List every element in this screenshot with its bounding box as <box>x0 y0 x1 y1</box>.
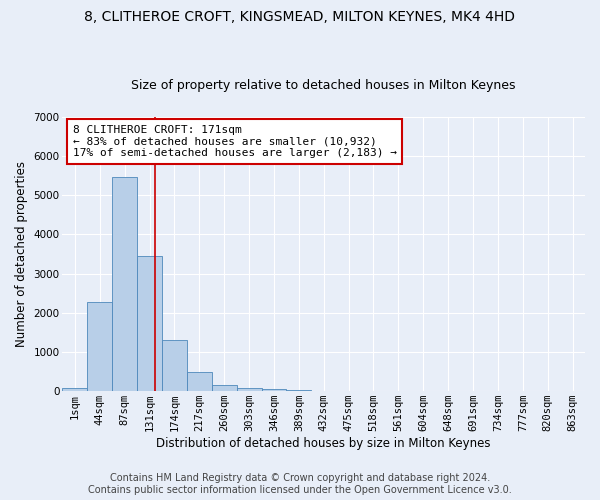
Text: Contains HM Land Registry data © Crown copyright and database right 2024.
Contai: Contains HM Land Registry data © Crown c… <box>88 474 512 495</box>
Text: 8, CLITHEROE CROFT, KINGSMEAD, MILTON KEYNES, MK4 4HD: 8, CLITHEROE CROFT, KINGSMEAD, MILTON KE… <box>85 10 515 24</box>
Bar <box>112 177 137 391</box>
X-axis label: Distribution of detached houses by size in Milton Keynes: Distribution of detached houses by size … <box>157 437 491 450</box>
Title: Size of property relative to detached houses in Milton Keynes: Size of property relative to detached ho… <box>131 79 516 92</box>
Y-axis label: Number of detached properties: Number of detached properties <box>15 161 28 347</box>
Bar <box>162 340 187 391</box>
Bar <box>286 390 311 391</box>
Bar <box>88 302 112 391</box>
Bar <box>212 385 236 391</box>
Bar <box>62 388 88 391</box>
Bar <box>187 372 212 391</box>
Bar <box>262 388 286 391</box>
Bar <box>236 388 262 391</box>
Bar <box>137 256 162 391</box>
Text: 8 CLITHEROE CROFT: 171sqm
← 83% of detached houses are smaller (10,932)
17% of s: 8 CLITHEROE CROFT: 171sqm ← 83% of detac… <box>73 125 397 158</box>
